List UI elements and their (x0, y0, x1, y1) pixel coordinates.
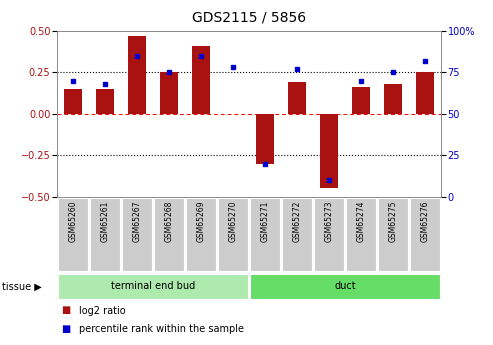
Bar (128, 36, 145, 114)
Text: GSM65275: GSM65275 (388, 200, 398, 242)
Text: GSM65276: GSM65276 (421, 200, 430, 242)
Bar (58, 274, 248, 299)
Text: ■: ■ (62, 306, 71, 315)
Bar (160, 72, 177, 114)
Bar (352, 87, 370, 114)
Text: GSM65270: GSM65270 (228, 200, 238, 242)
Text: tissue ▶: tissue ▶ (2, 282, 42, 291)
Text: ■: ■ (62, 325, 71, 334)
Text: GSM65273: GSM65273 (324, 200, 334, 242)
Bar (250, 274, 440, 299)
Bar (378, 198, 408, 271)
Text: terminal end bud: terminal end bud (111, 282, 195, 291)
Bar (320, 114, 338, 188)
Text: GSM65269: GSM65269 (196, 200, 206, 242)
Text: GSM65261: GSM65261 (100, 200, 109, 242)
Bar (250, 198, 280, 271)
Bar (122, 198, 152, 271)
Bar (186, 198, 216, 271)
Bar (385, 84, 402, 114)
Text: GSM65271: GSM65271 (260, 200, 270, 242)
Bar (314, 198, 344, 271)
Text: duct: duct (334, 282, 356, 291)
Text: log2 ratio: log2 ratio (79, 306, 126, 315)
Bar (417, 72, 434, 114)
Bar (282, 198, 312, 271)
Bar (410, 198, 440, 271)
Bar (64, 89, 81, 114)
Text: GDS2115 / 5856: GDS2115 / 5856 (192, 10, 306, 24)
Bar (218, 198, 248, 271)
Bar (256, 114, 274, 164)
Text: GSM65260: GSM65260 (68, 200, 77, 242)
Bar (288, 82, 306, 114)
Text: GSM65268: GSM65268 (164, 200, 174, 242)
Bar (90, 198, 120, 271)
Bar (58, 198, 88, 271)
Text: GSM65272: GSM65272 (292, 200, 302, 242)
Bar (96, 89, 113, 114)
Text: percentile rank within the sample: percentile rank within the sample (79, 325, 244, 334)
Text: GSM65274: GSM65274 (356, 200, 366, 242)
Bar (192, 46, 210, 114)
Text: GSM65267: GSM65267 (132, 200, 141, 242)
Bar (154, 198, 184, 271)
Bar (346, 198, 376, 271)
